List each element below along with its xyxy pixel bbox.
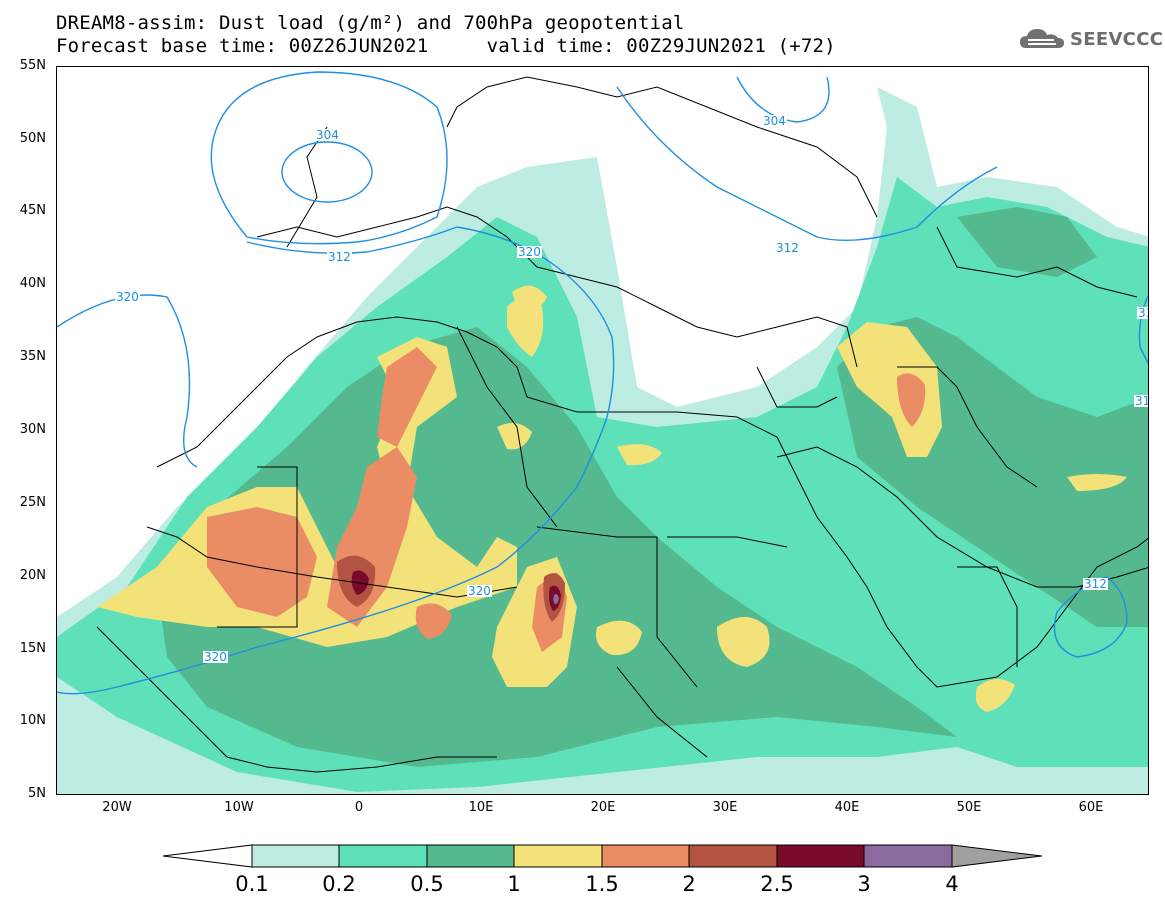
colorbar-label: 2 xyxy=(682,872,696,896)
colorbar-label: 1 xyxy=(507,872,521,896)
lat-label: 35N xyxy=(19,349,46,364)
lat-label: 40N xyxy=(19,276,46,291)
colorbar-high-arrow xyxy=(951,844,1043,868)
colorbar-label: 3 xyxy=(857,872,871,896)
colorbar-swatch xyxy=(513,844,603,868)
lat-label: 45N xyxy=(19,203,46,218)
lon-label: 60E xyxy=(1078,800,1104,815)
lat-label: 30N xyxy=(19,422,46,437)
lat-label: 15N xyxy=(19,641,46,656)
dust-level-1 xyxy=(507,297,544,357)
geopotential-label: 31 xyxy=(1137,307,1148,319)
geopotential-label: 320 xyxy=(517,245,542,259)
lat-label: 25N xyxy=(19,495,46,510)
dust-level-1 xyxy=(717,617,770,667)
cloud-icon xyxy=(1020,29,1064,48)
logo-text: SEEVCCC xyxy=(1070,28,1164,50)
dust-level-1 xyxy=(837,322,942,457)
lat-label: 20N xyxy=(19,568,46,583)
lon-label: 40E xyxy=(834,800,860,815)
dust-level-0-5 xyxy=(957,207,1097,277)
geopotential-label: 304 xyxy=(315,128,340,142)
dust-level-1-5 xyxy=(897,373,926,427)
map-subtitle: Forecast base time: 00Z26JUN2021 valid t… xyxy=(56,35,836,57)
colorbar-swatch xyxy=(601,844,690,868)
lat-label: 10N xyxy=(19,713,46,728)
colorbar-label: 0.5 xyxy=(410,872,444,896)
dust-field xyxy=(57,71,1148,794)
lon-label: 10W xyxy=(224,800,254,815)
colorbar-label: 0.1 xyxy=(235,872,269,896)
colorbar-swatch xyxy=(776,844,865,868)
colorbar xyxy=(162,844,1043,868)
lat-label: 50N xyxy=(19,131,46,146)
geopotential-label: 312 xyxy=(327,250,352,264)
dust-level-1 xyxy=(497,423,532,450)
dust-map: 304 304 312 312 320 320 320 320 312 31 3… xyxy=(56,66,1149,795)
lon-label: 10E xyxy=(468,800,494,815)
dust-level-3 xyxy=(553,594,559,605)
dust-level-1-5 xyxy=(207,507,317,617)
colorbar-label: 2.5 xyxy=(760,872,794,896)
geopotential-label: 31 xyxy=(1134,395,1148,407)
dust-level-1-5 xyxy=(415,603,452,639)
colorbar-label: 4 xyxy=(945,872,959,896)
geopotential-label: 320 xyxy=(115,290,140,304)
dust-level-1 xyxy=(975,678,1015,712)
colorbar-swatch xyxy=(426,844,515,868)
lon-label: 20W xyxy=(102,800,132,815)
colorbar-swatch xyxy=(863,844,953,868)
geopotential-label: 320 xyxy=(467,584,492,598)
geopotential-label: 312 xyxy=(775,241,800,255)
lon-label: 20E xyxy=(590,800,616,815)
colorbar-swatch xyxy=(251,844,340,868)
geopotential-label: 312 xyxy=(1083,577,1108,591)
dust-level-1 xyxy=(617,444,662,466)
colorbar-low-arrow xyxy=(162,844,253,868)
dust-level-1 xyxy=(1067,474,1127,491)
colorbar-label: 0.2 xyxy=(322,872,356,896)
colorbar-swatch xyxy=(688,844,778,868)
lat-label: 55N xyxy=(19,58,46,73)
seevccc-logo: SEEVCCC xyxy=(1018,26,1163,52)
lat-label: 5N xyxy=(28,786,46,801)
lon-label: 30E xyxy=(712,800,738,815)
lon-label: 50E xyxy=(956,800,982,815)
geopotential-label: 304 xyxy=(762,114,787,128)
colorbar-swatch xyxy=(338,844,428,868)
lon-label: 0 xyxy=(354,800,364,815)
geopotential-label: 320 xyxy=(203,650,228,664)
dust-level-1 xyxy=(596,620,642,656)
dust-level-1-5 xyxy=(377,347,437,447)
colorbar-label: 1.5 xyxy=(585,872,619,896)
map-title: DREAM8-assim: Dust load (g/m²) and 700hP… xyxy=(56,12,685,34)
